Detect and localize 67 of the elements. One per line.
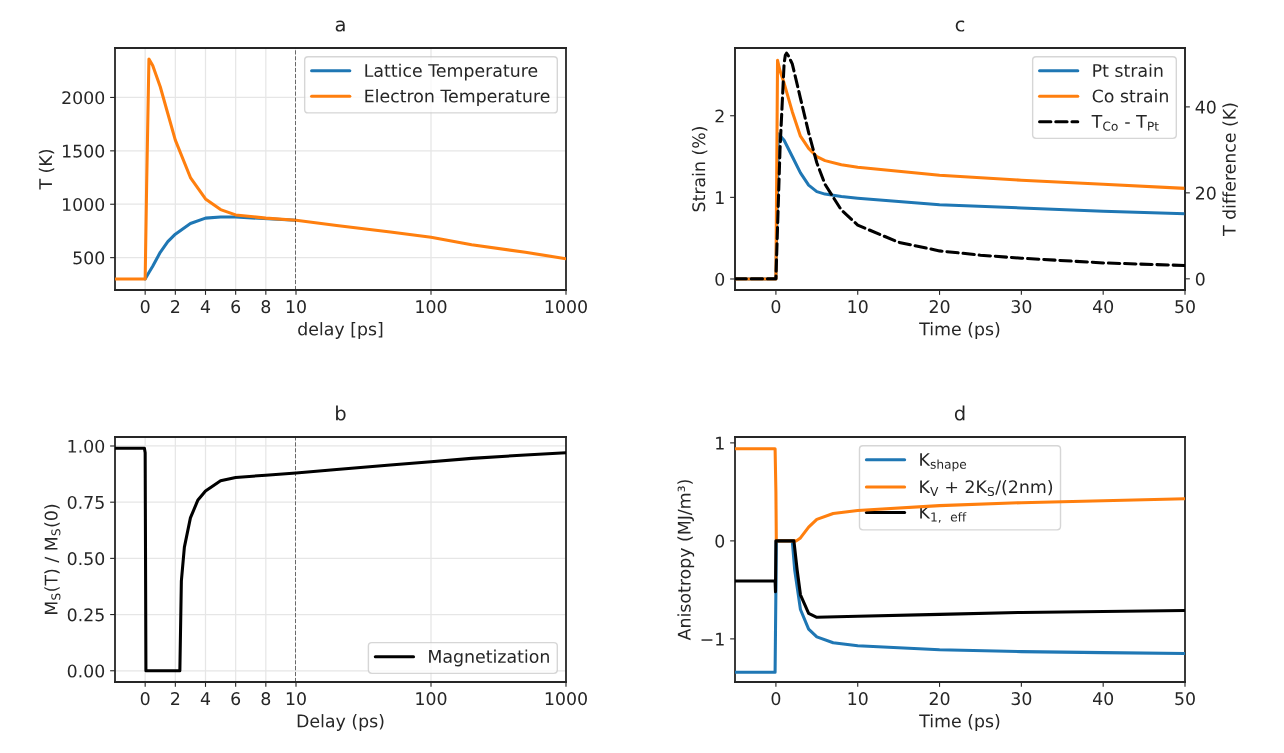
x-tick-label: 8	[261, 300, 271, 314]
legend-label: Lattice Temperature	[365, 63, 538, 81]
y2-axis-title: T difference (K)	[1222, 103, 1238, 237]
y-tick-label: 1000	[63, 197, 105, 212]
x-tick-label: 50	[1175, 300, 1195, 314]
x-tick-label: 20	[929, 692, 950, 706]
chart-title: d	[954, 405, 965, 421]
y-tick-label: 1	[716, 436, 724, 450]
y-axis-title: Strain (%)	[691, 126, 708, 212]
y-tick-label: 2000	[62, 91, 105, 105]
legend-label: Pt strain	[1093, 63, 1163, 78]
x-tick-label: 1000	[545, 692, 587, 706]
y-axis-title: Anisotropy (MJ/m³)	[677, 480, 695, 641]
x-tick-label: 10	[286, 300, 306, 314]
x-tick-label: 6	[231, 300, 241, 314]
x-tick-label: 10	[848, 300, 868, 314]
y-tick-label: 1.00	[68, 439, 105, 453]
y-tick-label: 2	[715, 109, 724, 123]
x-tick-label: 2	[171, 692, 180, 705]
y-tick-label: 0.25	[67, 608, 104, 622]
x-tick-label: 1000	[545, 300, 587, 314]
y-tick-label: 500	[73, 251, 105, 265]
x-axis-title: delay [ps]	[298, 322, 383, 339]
y-tick-label: 0.75	[67, 495, 104, 510]
x-tick-label: 4	[200, 692, 211, 705]
x-tick-label: 8	[261, 692, 271, 706]
legend-label: K$_{shape}$	[920, 453, 967, 472]
y-tick-label: 0.50	[67, 552, 105, 566]
x-axis-title: Time (ps)	[919, 322, 1000, 339]
x-axis-title: Delay (ps)	[297, 714, 384, 731]
chart-title: c	[955, 20, 965, 32]
x-tick-label: 20	[929, 300, 950, 314]
chart-title: a	[335, 20, 345, 32]
x-tick-label: 0	[140, 300, 150, 314]
chart-title: b	[336, 405, 346, 421]
y-tick-label: 0.00	[67, 664, 105, 678]
y-tick-label: 0	[715, 534, 725, 548]
x-tick-label: 4	[200, 300, 211, 313]
x-tick-label: 0	[140, 692, 150, 706]
x-tick-label: 6	[231, 692, 241, 706]
x-tick-label: 30	[1011, 692, 1032, 706]
y2-tick-label: 20	[1195, 186, 1216, 200]
y-tick-label: 1	[716, 191, 724, 204]
x-tick-label: 0	[771, 300, 781, 314]
x-tick-label: 2	[171, 300, 180, 313]
x-axis-title: Time (ps)	[919, 714, 1000, 731]
legend-label: Electron Temperature	[365, 89, 550, 106]
legend-label: Magnetization	[429, 649, 549, 667]
legend-label: Co strain	[1092, 89, 1168, 103]
legend-label: K$_{V}$ + 2K$_{S}$/(2nm)	[920, 479, 1053, 497]
y-tick-label: 1500	[63, 144, 105, 158]
x-tick-label: 40	[1092, 692, 1114, 706]
y-tick-label: 0	[715, 272, 725, 286]
x-tick-label: 30	[1011, 300, 1032, 314]
y2-tick-label: 0	[1195, 272, 1205, 286]
x-tick-label: 0	[771, 692, 781, 706]
y-axis-title: M$_{S}$(T) / M$_{S}$(0)	[44, 504, 61, 614]
x-tick-label: 100	[416, 300, 447, 314]
legend-label: T$_{Co}$ - T$_{Pt}$	[1091, 115, 1159, 131]
x-tick-label: 50	[1175, 692, 1195, 706]
x-tick-label: 10	[848, 692, 868, 706]
x-tick-label: 100	[416, 692, 447, 706]
x-tick-label: 40	[1092, 300, 1114, 314]
y-tick-label: −1	[701, 632, 724, 646]
y2-tick-label: 40	[1195, 100, 1216, 114]
x-tick-label: 10	[286, 692, 306, 706]
y-axis-title: T (K)	[38, 149, 55, 190]
